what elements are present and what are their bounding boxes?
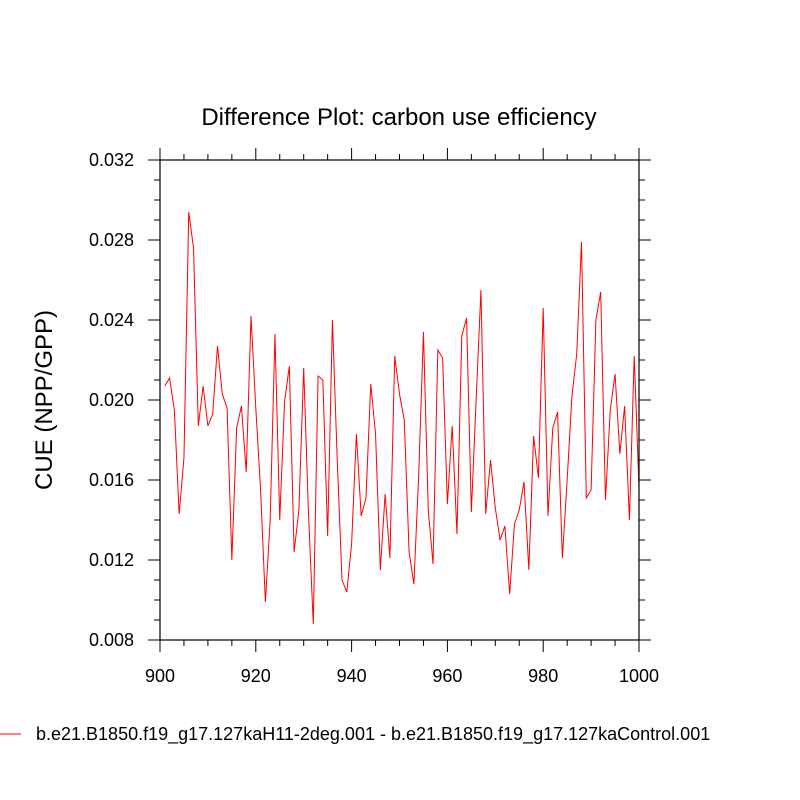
series-line [164, 211, 640, 625]
chart-title: Difference Plot: carbon use efficiency [201, 104, 596, 131]
plot-frame [159, 159, 640, 641]
y-tick-label: 0.012 [89, 550, 134, 570]
legend-label: b.e21.B1850.f19_g17.127kaH11-2deg.001 - … [36, 724, 710, 745]
y-tick-label: 0.020 [89, 390, 134, 410]
y-tick-label: 0.016 [89, 470, 134, 490]
x-tick-label: 900 [145, 666, 175, 686]
y-tick-label: 0.028 [89, 230, 134, 250]
tick-labels: 900 920 940 960 980 1000 0.008 0.012 0.016 0.020 0… [89, 150, 659, 686]
y-axis-label: CUE (NPP/GPP) [31, 310, 58, 490]
x-tick-label: 960 [432, 666, 462, 686]
x-tick-label: 920 [241, 666, 271, 686]
axis-ticks [148, 148, 651, 652]
y-tick-label: 0.032 [89, 150, 134, 170]
y-tick-label: 0.024 [89, 310, 134, 330]
y-tick-label: 0.008 [89, 630, 134, 650]
x-tick-label: 940 [337, 666, 367, 686]
x-tick-label: 1000 [619, 666, 659, 686]
x-tick-label: 980 [528, 666, 558, 686]
